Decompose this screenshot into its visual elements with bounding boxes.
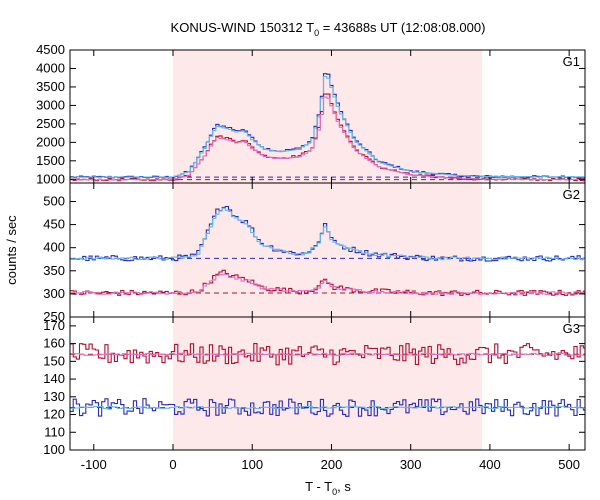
panel-label: G1 bbox=[563, 54, 580, 69]
panel-label: G2 bbox=[563, 187, 580, 202]
series-g3-cyan-3 bbox=[70, 405, 585, 410]
y-tick-label: 300 bbox=[43, 286, 65, 301]
series-group bbox=[70, 343, 585, 417]
panel-g3: 100 110 120 130 140 150 160 170 G3 bbox=[43, 316, 586, 457]
chart-title: KONUS-WIND 150312 T0 = 43688s UT (12:08:… bbox=[171, 20, 486, 38]
y-tick-label: 3000 bbox=[36, 97, 65, 112]
x-tick-label: -100 bbox=[81, 457, 107, 472]
panel-g2: 250 300 350 400 450 500 G2 bbox=[43, 182, 586, 324]
y-tick-label: 2000 bbox=[36, 134, 65, 149]
y-tick-label: 140 bbox=[43, 371, 65, 386]
y-tick-label: 3500 bbox=[36, 79, 65, 94]
x-axis-label: T - T0, s bbox=[305, 479, 351, 497]
panel-g1: 1000 1500 2000 2500 3000 3500 4000 4500 G1 bbox=[36, 42, 586, 186]
y-tick-label: 250 bbox=[43, 309, 65, 324]
series-g3-pink-1 bbox=[70, 352, 585, 356]
chart-title-text: KONUS-WIND 150312 T0 = 43688s UT (12:08:… bbox=[171, 20, 486, 38]
panel-label: G3 bbox=[563, 321, 580, 336]
y-tick-label: 450 bbox=[43, 217, 65, 232]
y-tick-label: 1000 bbox=[36, 171, 65, 186]
series-g2-cyan-1 bbox=[70, 207, 585, 261]
x-tick-label: 0 bbox=[169, 457, 176, 472]
y-axis-label: counts / sec bbox=[4, 215, 19, 285]
y-tick-label: 100 bbox=[43, 442, 65, 457]
y-tick-label: 160 bbox=[43, 336, 65, 351]
y-tick-label: 170 bbox=[43, 318, 65, 333]
panel-frame bbox=[69, 316, 586, 451]
panels-layer: 10001500200025003000350040004500G1250300… bbox=[36, 42, 586, 472]
y-tick-label: 400 bbox=[43, 240, 65, 255]
y-tick-label: 500 bbox=[43, 193, 65, 208]
y-tick-label: 1500 bbox=[36, 153, 65, 168]
y-tick-label: 350 bbox=[43, 263, 65, 278]
shaded-interval bbox=[173, 183, 482, 317]
y-tick-label: 4000 bbox=[36, 60, 65, 75]
y-tick-label: 150 bbox=[43, 353, 65, 368]
shaded-interval bbox=[173, 317, 482, 450]
x-tick-label: 100 bbox=[241, 457, 263, 472]
y-tick-label: 110 bbox=[44, 424, 65, 439]
y-tick-label: 130 bbox=[43, 389, 65, 404]
series-group bbox=[70, 205, 585, 297]
x-tick-label: 200 bbox=[321, 457, 343, 472]
series-g1-pink-3 bbox=[70, 96, 585, 181]
y-tick-label: 4500 bbox=[36, 42, 65, 57]
y-tick-label: 120 bbox=[43, 407, 65, 422]
x-tick-label: 400 bbox=[479, 457, 501, 472]
y-tick-label: 2500 bbox=[36, 116, 65, 131]
x-tick-label: 300 bbox=[400, 457, 422, 472]
shaded-interval bbox=[173, 50, 482, 183]
series-g2-pink-3 bbox=[70, 273, 585, 295]
series-group bbox=[70, 73, 585, 182]
x-tick-label: 500 bbox=[558, 457, 580, 472]
